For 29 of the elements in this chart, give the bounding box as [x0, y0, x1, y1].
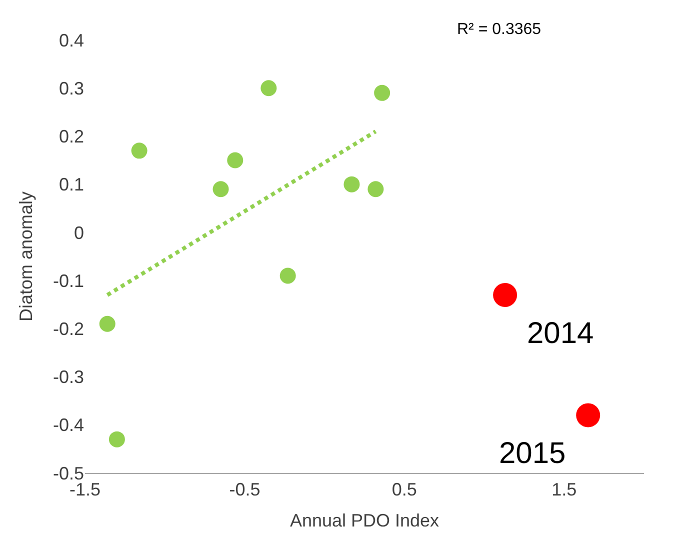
point	[212, 181, 229, 198]
y-axis-title: Diatom anomaly	[16, 191, 36, 322]
point	[374, 84, 390, 101]
y-tick-label: -0.2	[52, 318, 84, 339]
point	[99, 316, 116, 332]
x-axis-title: Annual PDO Index	[290, 510, 440, 531]
annotation: 2014	[527, 317, 594, 350]
annotation: 2015	[499, 437, 566, 470]
y-tick-label: 0.3	[58, 78, 84, 98]
y-tick-label: 0.4	[58, 30, 84, 50]
y-tick-label: 0.1	[58, 174, 84, 195]
text: R² = 0.3365	[457, 21, 542, 38]
x-tick-label: 0.5	[392, 480, 417, 500]
y-tick-label: 0.2	[58, 126, 84, 147]
point	[344, 176, 360, 192]
x-tick-label: -0.5	[229, 480, 260, 500]
y-tick-label: -0.3	[52, 367, 84, 388]
point	[260, 80, 277, 96]
y-tick-label: -0.4	[52, 415, 84, 436]
point	[493, 282, 518, 307]
point	[108, 431, 125, 448]
y-tick-label: -0.1	[52, 270, 84, 291]
point	[131, 142, 148, 159]
point	[227, 152, 244, 168]
x-tick-label: 1.5	[552, 480, 577, 500]
point	[368, 181, 384, 198]
point	[280, 268, 296, 284]
y-tick-label: 0	[74, 222, 84, 243]
point	[576, 403, 600, 428]
